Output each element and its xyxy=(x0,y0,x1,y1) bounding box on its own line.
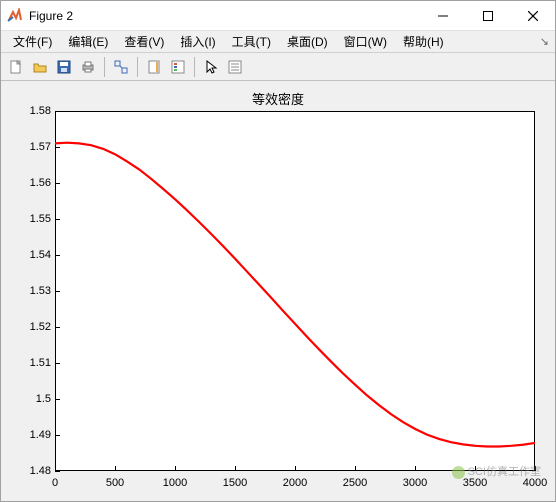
figure-canvas: 等效密度 1.481.491.51.511.521.531.541.551.56… xyxy=(1,81,555,501)
toolbar xyxy=(1,53,555,81)
menubar: 文件(F) 编辑(E) 查看(V) 插入(I) 工具(T) 桌面(D) 窗口(W… xyxy=(1,31,555,53)
minimize-button[interactable] xyxy=(420,1,465,30)
menu-file[interactable]: 文件(F) xyxy=(5,31,60,52)
menu-window[interactable]: 窗口(W) xyxy=(336,31,395,52)
save-button[interactable] xyxy=(53,56,75,78)
titlebar: Figure 2 xyxy=(1,1,555,31)
link-axes-button[interactable] xyxy=(110,56,132,78)
close-button[interactable] xyxy=(510,1,555,30)
chart-title: 等效密度 xyxy=(1,89,555,108)
window-controls xyxy=(420,1,555,30)
open-file-button[interactable] xyxy=(29,56,51,78)
toolbar-separator xyxy=(194,57,195,77)
menu-help[interactable]: 帮助(H) xyxy=(395,31,452,52)
matlab-icon xyxy=(7,8,23,24)
list-props-button[interactable] xyxy=(224,56,246,78)
density-curve xyxy=(55,143,535,447)
ytick-label: 1.54 xyxy=(15,249,51,261)
ytick-label: 1.55 xyxy=(15,213,51,225)
colorbar-button[interactable] xyxy=(143,56,165,78)
ytick-label: 1.51 xyxy=(15,357,51,369)
pointer-button[interactable] xyxy=(200,56,222,78)
xtick-label: 500 xyxy=(106,477,124,489)
menu-tools[interactable]: 工具(T) xyxy=(224,31,279,52)
xtick-label: 3500 xyxy=(463,477,487,489)
ytick-label: 1.48 xyxy=(15,465,51,477)
ytick-label: 1.49 xyxy=(15,429,51,441)
menu-overflow-icon[interactable]: ↘ xyxy=(540,35,549,48)
menu-view[interactable]: 查看(V) xyxy=(116,31,172,52)
legend-button[interactable] xyxy=(167,56,189,78)
menu-insert[interactable]: 插入(I) xyxy=(172,31,223,52)
xtick-label: 3000 xyxy=(403,477,427,489)
xtick-label: 0 xyxy=(52,477,58,489)
ytick-label: 1.5 xyxy=(15,393,51,405)
maximize-button[interactable] xyxy=(465,1,510,30)
ytick-label: 1.52 xyxy=(15,321,51,333)
ytick-label: 1.58 xyxy=(15,105,51,117)
xtick-label: 2000 xyxy=(283,477,307,489)
menu-edit[interactable]: 编辑(E) xyxy=(60,31,116,52)
xtick-label: 1500 xyxy=(223,477,247,489)
new-file-button[interactable] xyxy=(5,56,27,78)
toolbar-separator xyxy=(137,57,138,77)
ytick-label: 1.53 xyxy=(15,285,51,297)
xtick-label: 2500 xyxy=(343,477,367,489)
ytick-label: 1.57 xyxy=(15,141,51,153)
window-title: Figure 2 xyxy=(29,9,420,23)
ytick-label: 1.56 xyxy=(15,177,51,189)
axes[interactable]: 1.481.491.51.511.521.531.541.551.561.571… xyxy=(55,111,535,471)
xtick-label: 4000 xyxy=(523,477,547,489)
print-button[interactable] xyxy=(77,56,99,78)
xtick-label: 1000 xyxy=(163,477,187,489)
toolbar-separator xyxy=(104,57,105,77)
chart-svg xyxy=(55,111,535,471)
menu-desktop[interactable]: 桌面(D) xyxy=(279,31,336,52)
